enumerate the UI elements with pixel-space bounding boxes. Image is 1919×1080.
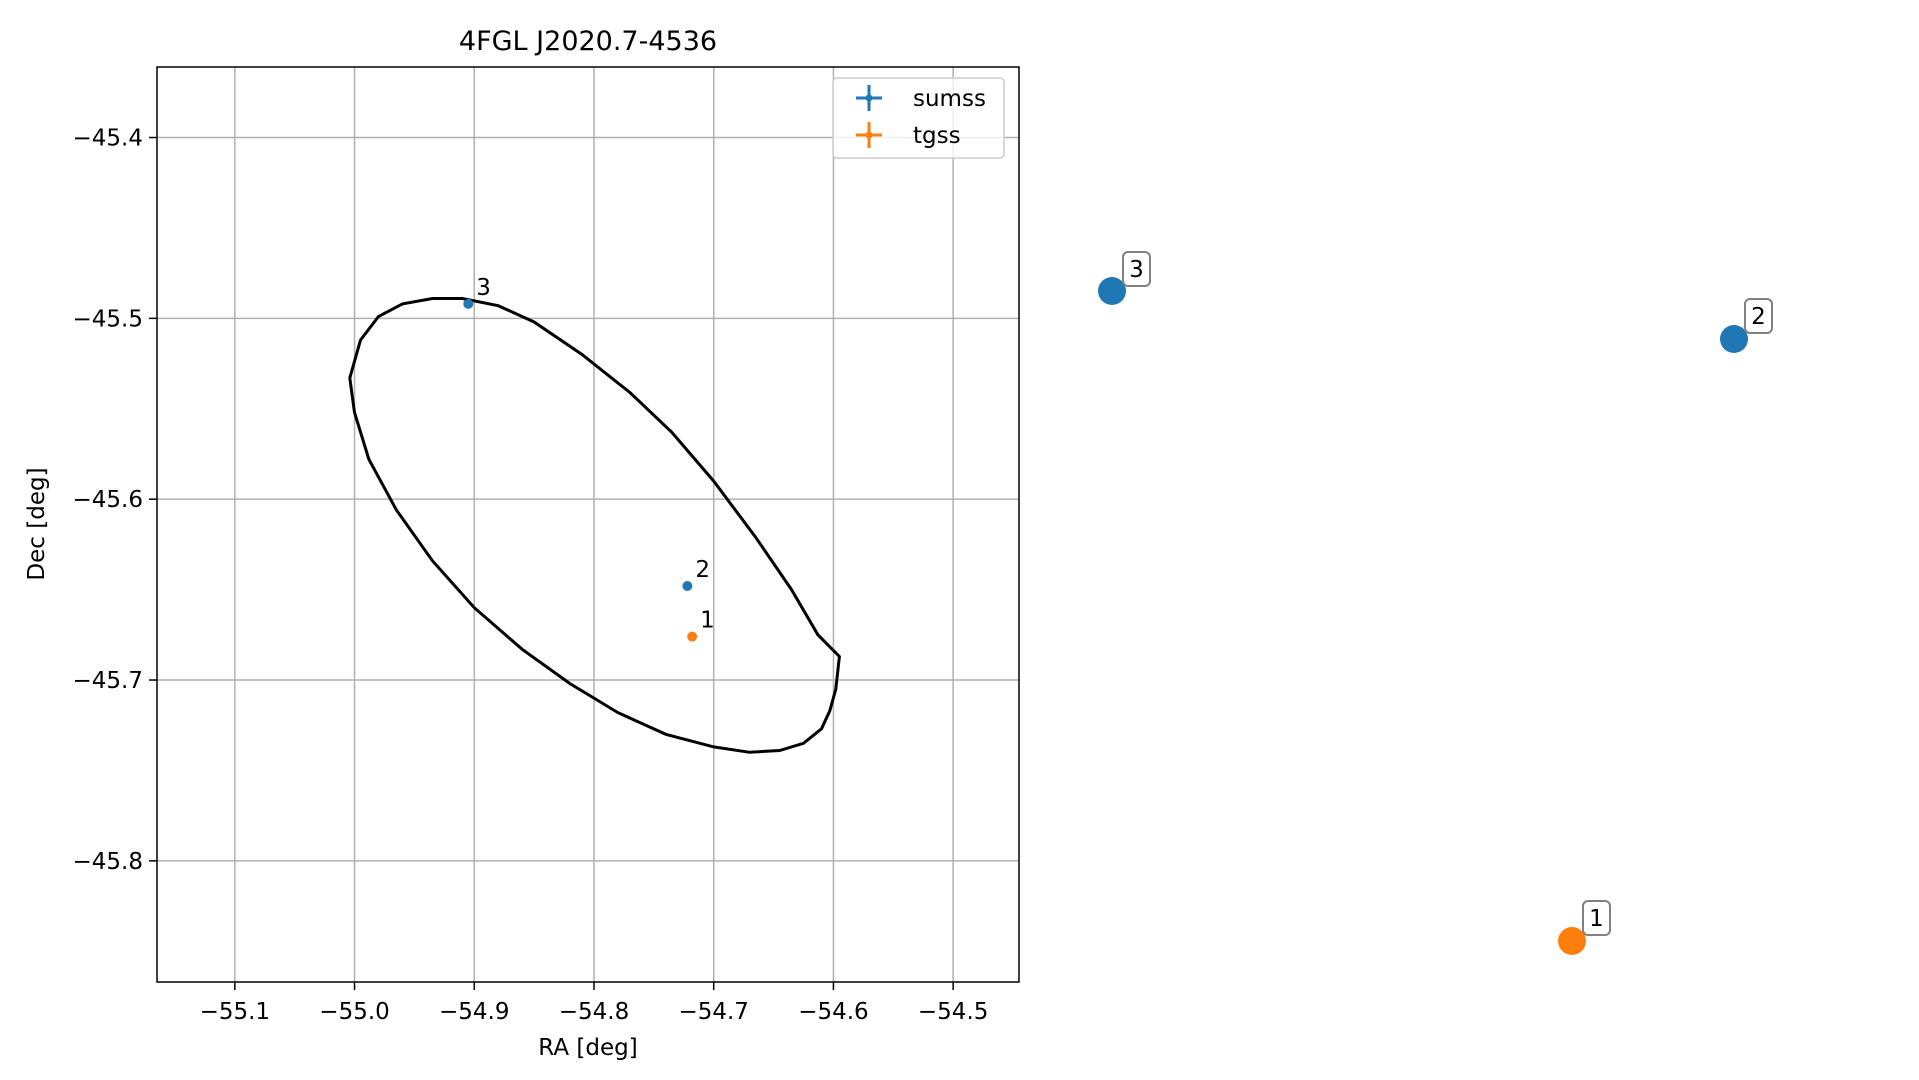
legend-label-sumss: sumss <box>913 86 986 112</box>
legend-entry-sumss: sumss <box>856 85 986 112</box>
legend-dot-sumss <box>865 94 873 102</box>
y-tick-label: −45.5 <box>73 306 143 332</box>
side-marker-1-label-box <box>1582 900 1611 936</box>
data-points: 2 3 1 <box>463 275 715 642</box>
plot-background <box>157 67 1019 982</box>
side-marker-1-label: 1 <box>1589 906 1604 932</box>
x-tick-label: −54.6 <box>798 999 868 1025</box>
side-panel: 3 2 1 <box>1098 251 1773 955</box>
side-marker-3: 3 <box>1098 251 1151 305</box>
side-marker-3-dot <box>1098 277 1126 305</box>
y-tick-label: −45.7 <box>73 668 143 694</box>
side-marker-1: 1 <box>1558 900 1611 955</box>
y-axis-label: Dec [deg] <box>24 467 50 580</box>
data-point-sumss-2 <box>682 580 693 591</box>
data-label-2: 2 <box>695 557 710 583</box>
legend: sumss tgss <box>832 77 1005 159</box>
x-tick-label: −54.5 <box>918 999 988 1025</box>
error-ellipse <box>348 297 841 754</box>
side-marker-3-label-box <box>1122 251 1151 287</box>
y-tick-label: −45.6 <box>73 487 143 513</box>
legend-dot-tgss <box>865 131 873 139</box>
x-tick-label: −55.0 <box>319 999 389 1025</box>
y-tick-label: −45.8 <box>73 849 143 875</box>
x-tick-label: −54.9 <box>439 999 509 1025</box>
side-marker-2: 2 <box>1720 298 1773 353</box>
x-tick-label: −55.1 <box>200 999 270 1025</box>
side-marker-2-label-box <box>1744 298 1773 334</box>
y-axis-ticks: −45.4 −45.5 −45.6 −45.7 −45.8 <box>73 126 157 875</box>
data-point-sumss-3 <box>463 298 474 309</box>
x-axis-label: RA [deg] <box>538 1035 637 1061</box>
plot-area: 231 −55.1 −55.0 −54.9 −54.8 −54.7 −54.6 −54.5 … <box>73 66 1020 1025</box>
legend-entry-tgss: tgss <box>856 122 961 149</box>
x-tick-label: −54.7 <box>678 999 748 1025</box>
y-tick-label: −45.4 <box>73 126 143 152</box>
data-label-3: 3 <box>476 275 491 301</box>
x-tick-label: −54.8 <box>559 999 629 1025</box>
side-marker-2-label: 2 <box>1751 304 1766 330</box>
x-axis-ticks: −55.1 −55.0 −54.9 −54.8 −54.7 −54.6 −54.5 <box>200 982 988 1025</box>
data-label-1: 1 <box>700 608 715 634</box>
side-marker-1-dot <box>1558 927 1586 955</box>
legend-label-tgss: tgss <box>913 123 961 149</box>
grid <box>157 67 1019 982</box>
chart-title: 4FGL J2020.7-4536 <box>459 26 717 57</box>
plot-frame <box>156 66 1020 983</box>
side-marker-2-dot <box>1720 325 1748 353</box>
data-point-tgss-1 <box>687 631 698 642</box>
side-marker-3-label: 3 <box>1129 257 1144 283</box>
error-ellipse-layer <box>348 297 841 754</box>
